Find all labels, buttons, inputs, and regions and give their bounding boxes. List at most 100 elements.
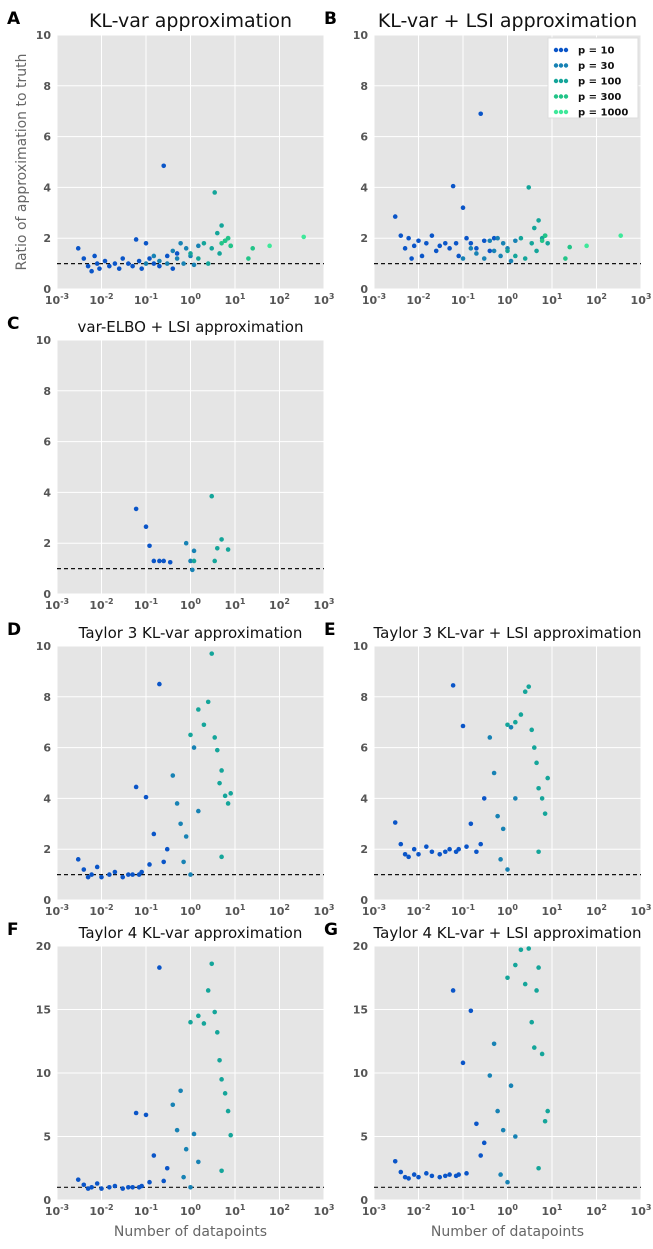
data-point [225, 801, 231, 806]
x-tick-label: 101 [542, 903, 563, 918]
data-point [402, 1174, 408, 1180]
data-point [92, 253, 97, 259]
x-tick-label: 100 [497, 292, 518, 307]
data-point [196, 707, 201, 712]
data-point [196, 1159, 201, 1165]
data-point [120, 874, 126, 880]
data-point [447, 246, 452, 251]
data-point [85, 874, 91, 880]
data-point [481, 1140, 487, 1146]
x-tick-label: 10-1 [134, 1203, 159, 1218]
data-point [170, 266, 176, 271]
data-point [460, 256, 466, 261]
x-tick-label: 100 [180, 903, 201, 918]
y-tick-label: 20 [353, 940, 369, 953]
data-point [214, 545, 220, 551]
data-point [214, 747, 220, 753]
data-point [89, 872, 94, 877]
data-point [429, 233, 435, 238]
panel-c: 10-3 10-2 10-1 100 101 102 103 0 2 4 6 8 10 var-ELBO … [7, 314, 334, 612]
data-point [534, 760, 539, 766]
x-tick-label: 10-3 [45, 292, 69, 307]
series-p-100 [188, 961, 233, 1174]
data-point [164, 253, 170, 259]
data-point [161, 1178, 167, 1184]
data-point [478, 841, 484, 847]
x-tick-label: 103 [314, 1203, 335, 1218]
y-tick-label: 8 [43, 691, 51, 704]
series-p-1000 [267, 234, 307, 249]
panel-letter: G [324, 920, 338, 940]
data-point [178, 240, 183, 246]
data-point [442, 240, 448, 246]
data-point [402, 246, 408, 251]
data-point [500, 240, 506, 246]
x-tick-label: 102 [269, 292, 290, 307]
data-point [267, 243, 272, 249]
data-point [518, 235, 524, 241]
y-tick-label: 0 [43, 283, 51, 296]
data-point [456, 846, 461, 852]
data-point [133, 237, 139, 242]
data-point [219, 223, 224, 228]
series-p-10 [75, 681, 170, 880]
data-point [398, 841, 404, 847]
y-axis-label: Ratio of approximation to truth [14, 54, 30, 271]
y-tick-label: 10 [353, 29, 369, 42]
data-point [505, 975, 510, 981]
data-point [75, 857, 81, 862]
data-point [518, 947, 524, 953]
data-point [429, 849, 435, 855]
legend-entry: p = 300 [578, 92, 621, 103]
data-point [536, 785, 541, 791]
data-point [450, 183, 456, 189]
x-tick-label: 10-1 [134, 903, 159, 918]
panel-letter: A [7, 9, 21, 29]
data-point [513, 796, 518, 801]
data-point [157, 965, 162, 970]
data-point [205, 261, 211, 266]
data-point [174, 801, 180, 806]
data-point [190, 567, 195, 573]
data-point [188, 872, 193, 877]
series-p-30 [170, 745, 201, 877]
data-point [487, 238, 493, 244]
x-tick-label: 100 [180, 292, 201, 307]
y-tick-label: 10 [36, 334, 52, 347]
data-point [406, 1176, 411, 1181]
data-point [112, 1183, 118, 1189]
data-point [225, 547, 231, 552]
data-point [450, 683, 456, 688]
series-p-1000 [584, 233, 624, 249]
y-tick-label: 0 [360, 894, 368, 907]
data-point [406, 235, 411, 241]
series-p-100 [191, 493, 231, 564]
data-point [491, 770, 497, 776]
series-p-100 [188, 651, 233, 860]
x-tick-label: 10-2 [406, 1203, 430, 1218]
x-tick-label: 102 [586, 903, 607, 918]
x-tick-label: 103 [314, 597, 335, 612]
legend-entry: p = 1000 [578, 108, 628, 119]
data-point [188, 1185, 193, 1190]
legend-marker [563, 94, 569, 99]
data-point [539, 796, 545, 801]
y-tick-label: 10 [36, 1067, 52, 1080]
legend-marker [563, 47, 569, 53]
x-tick-label: 103 [314, 903, 335, 918]
data-point [205, 699, 211, 705]
legend-marker [558, 47, 564, 53]
x-tick-label: 102 [586, 292, 607, 307]
data-point [75, 1177, 81, 1182]
panel-title: var-ELBO + LSI approximation [78, 318, 304, 336]
x-tick-label: 10-2 [89, 1203, 113, 1218]
y-tick-label: 0 [360, 283, 368, 296]
data-point [526, 946, 532, 951]
data-point [513, 962, 518, 968]
y-tick-label: 5 [360, 1131, 368, 1144]
data-point [157, 681, 162, 687]
data-point [447, 1172, 452, 1177]
data-point [542, 1118, 548, 1124]
panel-title: Taylor 4 KL-var + LSI approximation [372, 924, 641, 942]
data-point [143, 240, 149, 246]
